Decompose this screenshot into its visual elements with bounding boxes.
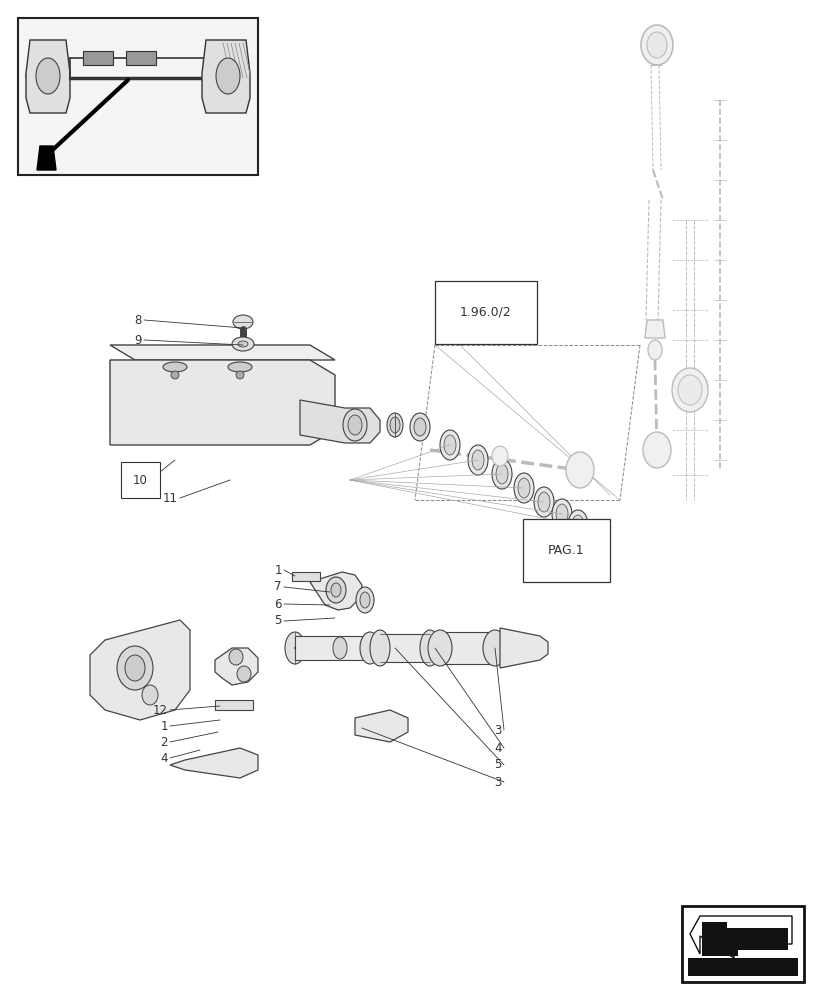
Ellipse shape — [518, 478, 529, 498]
Text: 4: 4 — [160, 752, 168, 764]
Polygon shape — [689, 916, 791, 958]
Polygon shape — [90, 620, 189, 720]
Ellipse shape — [360, 592, 370, 608]
Ellipse shape — [571, 515, 583, 535]
Polygon shape — [644, 320, 664, 338]
Polygon shape — [202, 40, 250, 113]
Bar — [215, 700, 253, 710]
Text: 1.96.0/2: 1.96.0/2 — [460, 306, 511, 318]
Polygon shape — [26, 40, 70, 113]
Ellipse shape — [414, 418, 425, 436]
Bar — [292, 572, 319, 581]
Ellipse shape — [171, 371, 179, 379]
Ellipse shape — [216, 58, 240, 94]
Polygon shape — [110, 360, 135, 430]
Ellipse shape — [229, 649, 242, 665]
Ellipse shape — [237, 341, 248, 347]
Text: 7: 7 — [275, 580, 282, 593]
Ellipse shape — [672, 368, 707, 412]
Text: 1: 1 — [275, 564, 282, 576]
Text: 5: 5 — [494, 758, 501, 772]
Bar — [18, 18, 258, 175]
Bar — [380, 634, 429, 662]
Ellipse shape — [409, 413, 429, 441]
Polygon shape — [701, 922, 787, 956]
Text: 8: 8 — [135, 314, 141, 326]
Ellipse shape — [36, 58, 60, 94]
Bar — [126, 51, 155, 65]
Ellipse shape — [326, 577, 346, 603]
Text: 3: 3 — [494, 776, 501, 788]
Ellipse shape — [552, 499, 571, 529]
Ellipse shape — [360, 632, 380, 664]
Text: 1: 1 — [160, 720, 168, 732]
Ellipse shape — [163, 362, 187, 372]
Text: 2: 2 — [160, 736, 168, 748]
Text: 12: 12 — [153, 704, 168, 716]
Ellipse shape — [677, 375, 701, 405]
Text: 9: 9 — [134, 334, 141, 347]
Ellipse shape — [386, 413, 403, 437]
Ellipse shape — [232, 337, 254, 351]
Polygon shape — [299, 400, 380, 443]
Ellipse shape — [370, 630, 390, 666]
Ellipse shape — [482, 630, 506, 666]
Bar — [439, 632, 495, 664]
Polygon shape — [110, 345, 335, 360]
Ellipse shape — [232, 315, 253, 329]
Bar — [294, 636, 370, 660]
Text: 3: 3 — [494, 724, 501, 736]
Ellipse shape — [284, 632, 304, 664]
Bar — [681, 906, 803, 982]
Polygon shape — [355, 710, 408, 742]
Polygon shape — [37, 146, 56, 170]
Text: 10: 10 — [133, 474, 148, 487]
Ellipse shape — [566, 452, 593, 488]
Text: 6: 6 — [275, 597, 282, 610]
Ellipse shape — [646, 32, 667, 58]
Ellipse shape — [356, 587, 374, 613]
Ellipse shape — [237, 666, 251, 682]
Polygon shape — [500, 628, 547, 668]
Ellipse shape — [643, 432, 670, 468]
Ellipse shape — [347, 415, 361, 435]
Text: 5: 5 — [275, 614, 282, 628]
Polygon shape — [170, 748, 258, 778]
Ellipse shape — [141, 685, 158, 705]
Ellipse shape — [332, 637, 347, 659]
Ellipse shape — [467, 445, 487, 475]
Ellipse shape — [236, 371, 244, 379]
Polygon shape — [215, 648, 258, 685]
Bar — [687, 958, 797, 976]
Ellipse shape — [491, 446, 508, 466]
Ellipse shape — [443, 435, 456, 455]
Ellipse shape — [640, 25, 672, 65]
Bar — [83, 51, 112, 65]
Ellipse shape — [567, 510, 587, 540]
Text: 11: 11 — [163, 491, 178, 504]
Text: 4: 4 — [494, 742, 501, 754]
Ellipse shape — [471, 450, 484, 470]
Ellipse shape — [648, 340, 662, 360]
Ellipse shape — [555, 504, 567, 524]
Ellipse shape — [491, 459, 511, 489]
Ellipse shape — [428, 630, 452, 666]
Ellipse shape — [125, 655, 145, 681]
Ellipse shape — [538, 492, 549, 512]
Ellipse shape — [439, 430, 460, 460]
Ellipse shape — [331, 583, 341, 597]
Ellipse shape — [514, 473, 533, 503]
Text: PAG.1: PAG.1 — [547, 544, 584, 556]
Polygon shape — [110, 360, 335, 445]
Ellipse shape — [495, 464, 508, 484]
Ellipse shape — [227, 362, 251, 372]
Ellipse shape — [419, 630, 439, 666]
Ellipse shape — [342, 409, 366, 441]
Ellipse shape — [533, 487, 553, 517]
Ellipse shape — [117, 646, 153, 690]
Polygon shape — [309, 572, 361, 610]
Ellipse shape — [390, 417, 399, 433]
